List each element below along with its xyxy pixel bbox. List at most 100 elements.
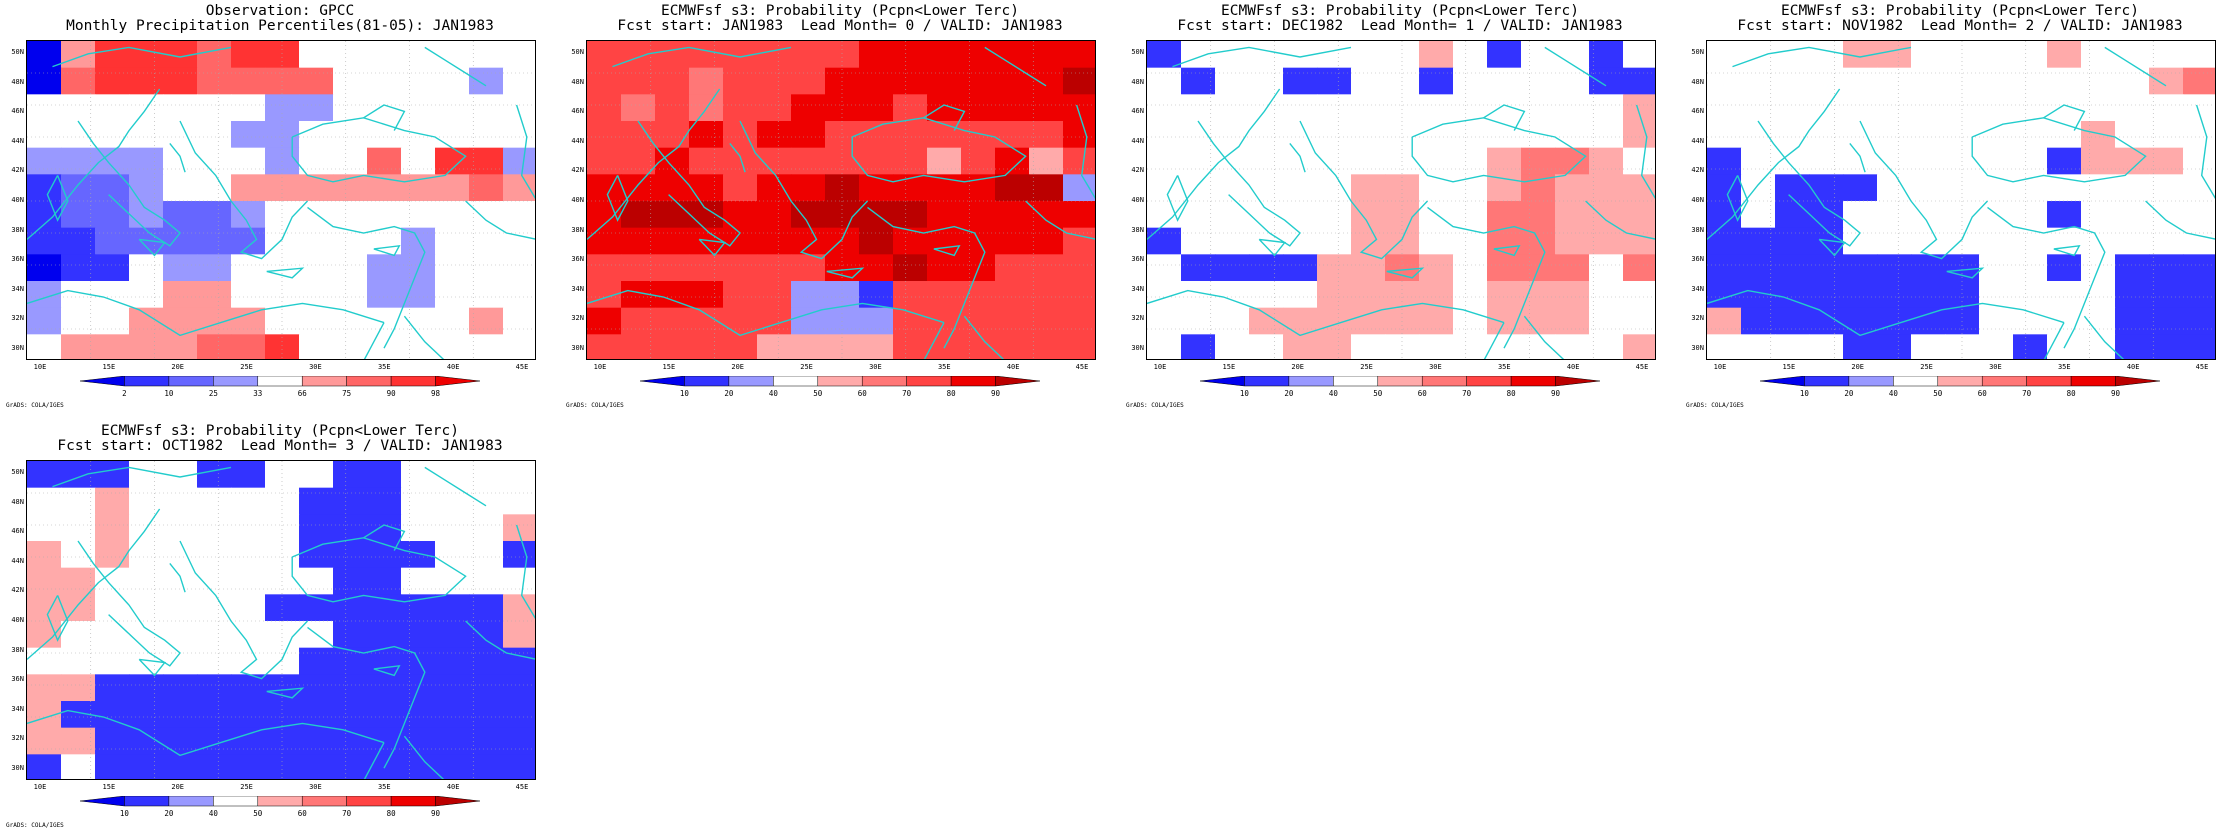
colorbar-tick-label: 60	[857, 389, 867, 398]
grid-cell	[129, 281, 164, 309]
latitude-label: 32N	[11, 734, 24, 743]
grid-cell	[197, 647, 232, 675]
grid-cell	[1249, 174, 1284, 202]
grid-cell	[401, 67, 436, 95]
grid-cell	[367, 674, 402, 702]
longitude-label: 20E	[171, 363, 185, 371]
colorbar-segment	[1244, 376, 1290, 387]
grid-cell	[197, 281, 232, 309]
grid-cell	[1589, 174, 1624, 202]
grid-cell	[723, 227, 758, 255]
longitude-label: 35E	[377, 363, 391, 371]
coastline	[867, 206, 986, 349]
grid-cell	[2115, 201, 2150, 229]
grid-cell	[587, 121, 622, 149]
map-plot-area	[1706, 40, 2216, 360]
grid-cell	[469, 514, 504, 542]
grid-cell	[1317, 201, 1352, 229]
grid-cell	[367, 121, 402, 149]
colorbar-tick-label: 10	[1239, 389, 1249, 398]
grid-cell	[1775, 307, 1810, 335]
grid-cell	[1521, 174, 1556, 202]
coastline	[739, 120, 869, 260]
coastline	[1411, 117, 1587, 183]
colorbar-svg	[80, 376, 481, 387]
grid-cell	[95, 754, 130, 779]
grid-cell	[2047, 281, 2082, 309]
grid-cell	[27, 727, 62, 755]
grid-cell	[1979, 334, 2014, 359]
grid-cell	[27, 67, 62, 95]
colorbar-segment	[168, 796, 214, 807]
panel-title-line-2: Fcst start: DEC1982 Lead Month= 1 / VALI…	[1177, 18, 1623, 34]
grid-cell	[2183, 67, 2215, 95]
grid-cell	[27, 647, 62, 675]
grid-cell	[469, 67, 504, 95]
longitude-label: 30E	[309, 783, 322, 791]
grid-cell	[1453, 254, 1488, 282]
grid-cell	[95, 201, 130, 229]
grid-cell	[1589, 307, 1624, 335]
grid-cell	[163, 514, 198, 542]
grid-cell	[231, 674, 266, 702]
coastline	[1075, 104, 1095, 200]
latitude-label: 38N	[11, 225, 24, 234]
colorbar-segment	[1288, 376, 1334, 387]
grid-cell	[197, 621, 232, 649]
longitude-label: 15E	[102, 363, 116, 371]
grid-cell	[995, 227, 1030, 255]
latitude-label: 32N	[1691, 314, 1704, 323]
grid-cell	[435, 674, 470, 702]
coastline	[963, 315, 1005, 359]
grid-cell	[1181, 94, 1216, 122]
grid-cell	[231, 701, 266, 729]
coastline	[1147, 88, 1281, 240]
colorbar-tick-label: 20	[1284, 389, 1294, 398]
grid-cell	[927, 227, 962, 255]
grid-cell	[163, 121, 198, 149]
grid-cell	[2047, 121, 2082, 149]
grid-cell	[1029, 41, 1064, 69]
grid-cell	[197, 174, 232, 202]
coastline	[307, 206, 426, 349]
coastline	[1299, 120, 1429, 260]
grid-cell	[163, 727, 198, 755]
map-plot-area	[26, 40, 536, 360]
coastline	[515, 524, 535, 620]
grid-cell	[1029, 121, 1064, 149]
grid-cell	[163, 647, 198, 675]
coastline	[465, 620, 535, 660]
grid-cell	[1555, 121, 1590, 149]
grid-cell	[655, 227, 690, 255]
grid-cell	[435, 174, 470, 202]
colorbar-segment	[435, 796, 481, 807]
coastline	[424, 466, 487, 507]
grid-cell	[333, 701, 368, 729]
longitude-label: 35E	[937, 363, 951, 371]
grid-cell	[503, 727, 535, 755]
grid-cell	[757, 227, 792, 255]
grid-cell	[1741, 67, 1776, 95]
grid-cell	[163, 201, 198, 229]
coastline	[1726, 175, 1749, 222]
grid-cell	[401, 94, 436, 122]
grid-cell	[1945, 94, 1980, 122]
grid-cell	[61, 334, 96, 359]
colorbar-segment	[390, 376, 436, 387]
grid-cell	[1351, 307, 1386, 335]
grid-cell	[367, 94, 402, 122]
grid-cell	[689, 281, 724, 309]
grid-cell	[1979, 147, 2014, 175]
grid-cell	[1351, 174, 1386, 202]
longitude-label: 20E	[1851, 363, 1865, 371]
grid-cell	[1623, 201, 1655, 229]
latitude-label: 38N	[1131, 225, 1144, 234]
grid-cell	[1419, 94, 1454, 122]
grid-cell	[197, 754, 232, 779]
grid-cell	[1589, 94, 1624, 122]
grid-cell	[587, 307, 622, 335]
grid-cell	[1283, 334, 1318, 359]
grid-cell	[1911, 254, 1946, 282]
grid-cell	[1741, 41, 1776, 69]
grid-cell	[2013, 254, 2048, 282]
